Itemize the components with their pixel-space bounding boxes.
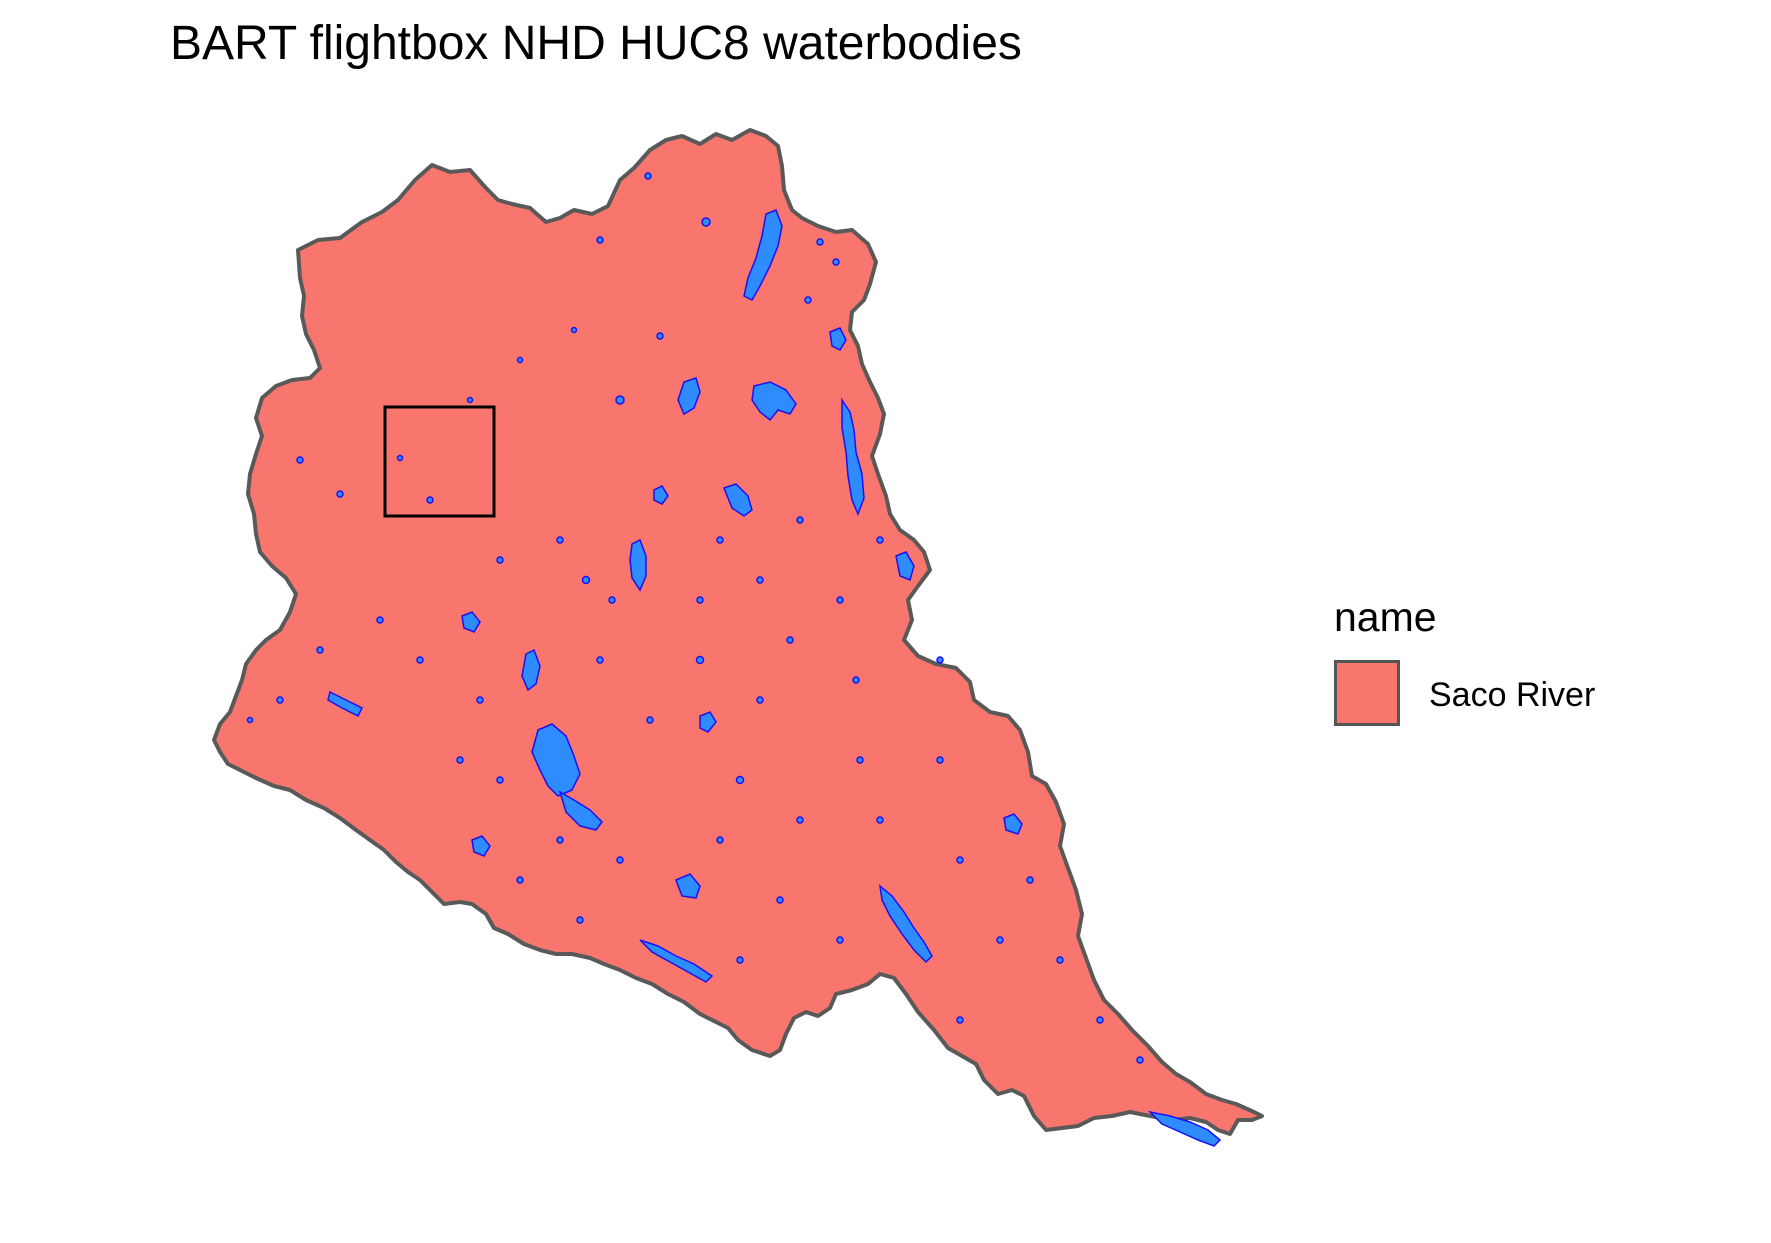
pond (786, 636, 794, 644)
pond (816, 238, 824, 246)
pond (556, 836, 564, 844)
pond (735, 775, 745, 785)
pond (716, 836, 724, 844)
pond (1026, 876, 1034, 884)
waterbody-lake (677, 377, 701, 416)
pond (956, 1016, 964, 1024)
legend-swatch-saco-river (1334, 660, 1400, 726)
pond (476, 696, 484, 704)
pond (1136, 1056, 1144, 1064)
pond (836, 936, 844, 944)
pond (396, 454, 404, 462)
map-title: BART flightbox NHD HUC8 waterbodies (170, 17, 1022, 70)
pond (716, 536, 724, 544)
flightbox-rectangle (383, 405, 496, 518)
waterbody-lake (1003, 813, 1023, 835)
pond (615, 395, 625, 405)
pond (936, 756, 944, 764)
pond (996, 936, 1004, 944)
pond (608, 596, 616, 604)
pond (596, 236, 604, 244)
pond (1096, 1016, 1104, 1024)
waterbody-lake (743, 209, 783, 301)
pond (956, 856, 964, 864)
legend: name Saco River (1334, 594, 1634, 744)
waterbody-river (878, 884, 933, 964)
waterbody-river (1147, 1110, 1222, 1147)
pond (776, 896, 784, 904)
pond (696, 596, 704, 604)
pond (576, 916, 584, 924)
waterbody-lake (558, 790, 603, 831)
waterbody-lake (699, 711, 717, 733)
waterbody-lake (895, 551, 915, 582)
saco-river-watershed-polygon (212, 128, 1264, 1136)
waterbody-lake (531, 723, 581, 797)
waterbody-lake (471, 835, 491, 857)
pond (416, 656, 424, 664)
pond (856, 756, 864, 764)
pond (656, 332, 664, 340)
pond (246, 716, 254, 724)
waterbody-lake (751, 381, 797, 422)
pond (296, 456, 304, 464)
waterbody-lake (723, 483, 753, 517)
pond (756, 696, 764, 704)
waterbodies-layer (246, 172, 1222, 1147)
legend-label-saco-river: Saco River (1429, 676, 1596, 714)
pond (276, 696, 284, 704)
waterbody-lake (653, 485, 669, 505)
pond (796, 816, 804, 824)
pond (456, 756, 464, 764)
waterbody-lake (675, 873, 701, 899)
pond (376, 616, 384, 624)
pond (695, 655, 705, 665)
pond (570, 326, 578, 334)
pond (496, 776, 504, 784)
waterbody-lake (461, 611, 481, 633)
pond (796, 516, 804, 524)
pond (936, 656, 944, 664)
legend-title: name (1334, 594, 1437, 640)
pond (832, 258, 840, 266)
pond (646, 716, 654, 724)
waterbody-lake (629, 538, 647, 592)
pond (556, 536, 564, 544)
pond (644, 172, 652, 180)
pond (516, 876, 524, 884)
pond (496, 556, 504, 564)
pond (756, 576, 764, 584)
pond (466, 396, 474, 404)
pond (581, 575, 591, 585)
waterbody-lake (829, 327, 847, 351)
pond (316, 646, 324, 654)
pond (876, 816, 884, 824)
pond (701, 217, 711, 227)
pond (804, 296, 812, 304)
pond (336, 490, 344, 498)
pond (852, 676, 860, 684)
waterbody-river (639, 939, 714, 983)
waterbody-river (327, 690, 364, 718)
pond (876, 536, 884, 544)
small-ponds (246, 172, 1144, 1064)
pond (516, 356, 524, 364)
waterbody-lake (521, 648, 541, 692)
waterbody-lake (841, 397, 865, 517)
pond (616, 856, 624, 864)
pond (736, 956, 744, 964)
pond (426, 496, 434, 504)
pond (1056, 956, 1064, 964)
pond (596, 656, 604, 664)
pond (836, 596, 844, 604)
